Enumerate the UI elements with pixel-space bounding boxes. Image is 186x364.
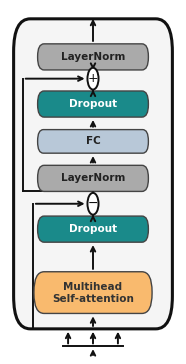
Text: −: −	[88, 197, 98, 210]
FancyBboxPatch shape	[14, 19, 172, 329]
FancyBboxPatch shape	[38, 216, 148, 242]
Text: LayerNorm: LayerNorm	[61, 173, 125, 183]
FancyBboxPatch shape	[34, 272, 152, 313]
Text: Dropout: Dropout	[69, 99, 117, 109]
Text: LayerNorm: LayerNorm	[61, 52, 125, 62]
FancyBboxPatch shape	[38, 130, 148, 153]
Circle shape	[87, 193, 99, 215]
FancyBboxPatch shape	[38, 44, 148, 70]
FancyBboxPatch shape	[38, 165, 148, 191]
Text: +: +	[88, 72, 98, 85]
Text: Multihead
Self-attention: Multihead Self-attention	[52, 282, 134, 304]
Circle shape	[87, 68, 99, 90]
Text: Dropout: Dropout	[69, 224, 117, 234]
FancyBboxPatch shape	[38, 91, 148, 117]
Text: FC: FC	[86, 136, 100, 146]
